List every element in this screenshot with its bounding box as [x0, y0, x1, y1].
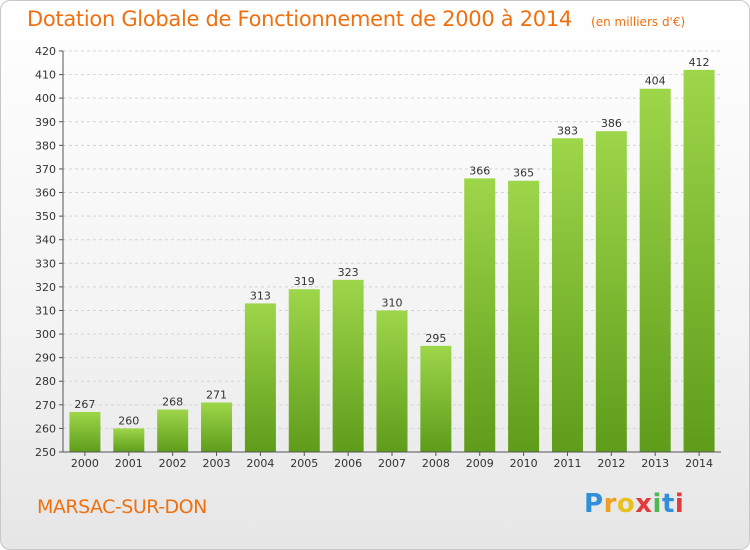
title-row: Dotation Globale de Fonctionnement de 20… [27, 7, 685, 31]
value-label-2010: 365 [513, 167, 534, 180]
value-label-2003: 271 [206, 388, 227, 401]
value-label-2001: 260 [118, 414, 139, 427]
y-tick-label: 410 [35, 69, 56, 82]
x-tick-label-2006: 2006 [334, 457, 362, 470]
bar-2012 [595, 131, 627, 452]
value-label-2004: 313 [250, 289, 271, 302]
x-tick-label-2014: 2014 [685, 457, 713, 470]
bar-2007 [376, 310, 408, 452]
chart-unit: (en milliers d'€) [591, 15, 686, 29]
bar-2006 [332, 279, 364, 452]
chart-title: Dotation Globale de Fonctionnement de 20… [27, 7, 572, 31]
bar-2005 [288, 289, 320, 452]
x-tick-label-2008: 2008 [422, 457, 450, 470]
bar-2013 [639, 88, 671, 452]
x-tick-label-2005: 2005 [290, 457, 318, 470]
y-tick-label: 380 [35, 139, 56, 152]
bar-2009 [464, 178, 496, 452]
y-tick-label: 270 [35, 399, 56, 412]
bar-2008 [420, 345, 452, 452]
y-tick-label: 300 [35, 328, 56, 341]
bar-2003 [201, 402, 233, 452]
y-tick-label: 280 [35, 375, 56, 388]
proxiti-logo: Proxiti [584, 489, 684, 519]
value-label-2013: 404 [645, 75, 666, 88]
value-label-2011: 383 [557, 124, 578, 137]
x-tick-label-2004: 2004 [246, 457, 274, 470]
axis-layer: 250 260 270 280 290 300 310 320 330 340 350 360 370 3… [35, 45, 721, 470]
x-tick-label-2001: 2001 [115, 457, 143, 470]
logo-letter: i [674, 489, 685, 519]
x-tick-label-2007: 2007 [378, 457, 406, 470]
y-tick-label: 330 [35, 257, 56, 270]
value-label-2014: 412 [689, 56, 710, 69]
value-label-2007: 310 [382, 296, 403, 309]
x-tick-label-2003: 2003 [203, 457, 231, 470]
x-tick-label-2002: 2002 [159, 457, 187, 470]
value-label-2006: 323 [338, 266, 359, 279]
commune-name: MARSAC-SUR-DON [37, 496, 207, 518]
y-tick-label: 260 [35, 422, 56, 435]
y-tick-label: 340 [35, 234, 56, 247]
y-tick-label: 420 [35, 45, 56, 58]
value-label-2005: 319 [294, 275, 315, 288]
bar-2002 [157, 409, 189, 452]
x-tick-label-2010: 2010 [510, 457, 538, 470]
logo-letter: t [661, 489, 675, 519]
bar-2014 [683, 69, 715, 452]
y-tick-label: 360 [35, 187, 56, 200]
logo-letter: P [584, 489, 604, 519]
y-tick-label: 310 [35, 304, 56, 317]
bar-layer: 267 260 268 271 313 319 323 310 295 366 365 383 386 4… [69, 56, 715, 452]
x-tick-label-2009: 2009 [466, 457, 494, 470]
y-tick-label: 350 [35, 210, 56, 223]
logo-letter: r [603, 489, 617, 519]
y-tick-label: 290 [35, 352, 56, 365]
x-tick-label-2013: 2013 [641, 457, 669, 470]
y-tick-label: 390 [35, 116, 56, 129]
value-label-2000: 267 [74, 398, 95, 411]
bar-2000 [69, 411, 101, 452]
x-tick-label-2011: 2011 [553, 457, 581, 470]
value-label-2009: 366 [469, 164, 490, 177]
bar-2004 [244, 303, 276, 452]
bar-2010 [508, 180, 540, 452]
x-tick-label-2000: 2000 [71, 457, 99, 470]
value-label-2008: 295 [425, 332, 446, 345]
x-tick-label-2012: 2012 [597, 457, 625, 470]
y-tick-label: 320 [35, 281, 56, 294]
logo-letter: i [652, 489, 662, 519]
logo-letter: o [616, 489, 636, 519]
y-tick-label: 370 [35, 163, 56, 176]
logo-letter: x [635, 489, 653, 519]
y-tick-label: 400 [35, 92, 56, 105]
y-tick-label: 250 [35, 446, 56, 459]
bar-2011 [551, 138, 583, 452]
bar-2001 [113, 428, 145, 452]
value-label-2012: 386 [601, 117, 622, 130]
value-label-2002: 268 [162, 396, 183, 409]
